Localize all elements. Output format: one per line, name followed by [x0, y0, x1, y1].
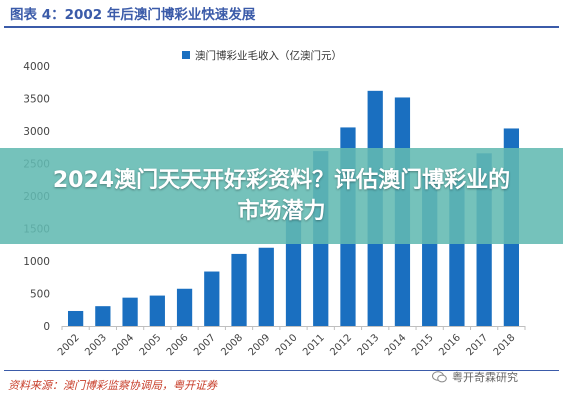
bar-2003 [95, 306, 111, 326]
source-note: 资料来源：澳门博彩监察协调局，粤开证券 [8, 379, 217, 392]
x-tick-label: 2009 [247, 332, 273, 358]
legend-label: 澳门博彩业毛收入（亿澳门元） [195, 49, 342, 62]
legend-swatch [182, 51, 190, 59]
watermark: 粤开奇霖研究 [432, 369, 518, 385]
x-tick-label: 2002 [56, 332, 82, 358]
bar-2008 [231, 253, 247, 326]
bar-2002 [67, 310, 84, 326]
x-tick-label: 2010 [274, 332, 300, 358]
bar-2009 [258, 247, 274, 326]
x-tick-label: 2011 [301, 332, 327, 358]
x-tick-label: 2006 [165, 332, 191, 358]
title-rule [4, 26, 559, 28]
x-tick-label: 2005 [138, 332, 164, 358]
chart-legend: 澳门博彩业毛收入（亿澳门元） [182, 49, 342, 62]
x-tick-label: 2015 [410, 332, 436, 358]
x-tick-label: 2014 [383, 332, 409, 358]
x-tick-label: 2004 [110, 332, 136, 358]
bar-2005 [149, 295, 165, 326]
headline-overlay: 2024澳门天天开好彩资料？评估澳门博彩业的市场潜力 [0, 148, 563, 244]
y-tick-label: 3000 [23, 126, 50, 138]
y-tick-label: 4000 [23, 61, 50, 73]
bar-2006 [176, 288, 193, 326]
x-tick-label: 2018 [492, 332, 518, 358]
x-tick-label: 2007 [192, 332, 218, 358]
x-tick-label: 2012 [328, 332, 354, 358]
bar-2007 [204, 271, 220, 326]
x-tick-label: 2008 [219, 332, 245, 358]
y-tick-label: 3500 [23, 94, 50, 106]
x-tick-label: 2017 [464, 332, 490, 358]
watermark-text: 粤开奇霖研究 [452, 371, 518, 384]
headline-text: 2024澳门天天开好彩资料？评估澳门博彩业的市场潜力 [52, 168, 511, 224]
x-tick-label: 2016 [437, 332, 463, 358]
x-tick-label: 2003 [83, 332, 109, 358]
x-tick-label: 2013 [356, 332, 382, 358]
chat-bubble-icon [432, 371, 447, 383]
bar-2004 [122, 297, 138, 326]
y-tick-label: 0 [43, 321, 50, 333]
footer-rule [4, 370, 559, 371]
figure-title: 图表 4：2002 年后澳门博彩业快速发展 [10, 7, 256, 23]
y-tick-label: 1000 [23, 256, 50, 268]
y-tick-label: 500 [30, 289, 50, 301]
